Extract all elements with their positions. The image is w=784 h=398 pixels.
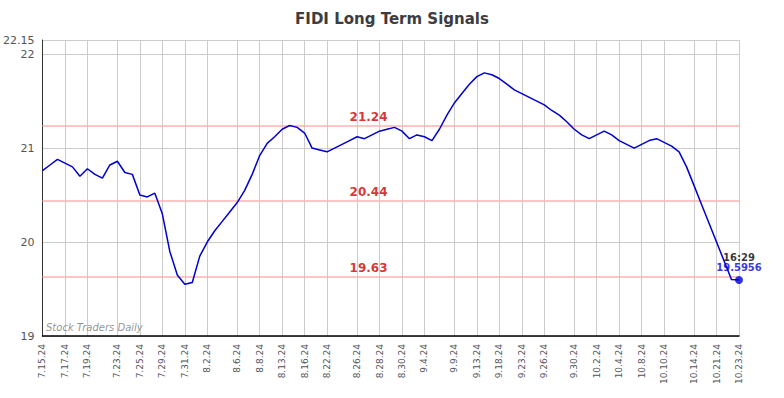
svg-text:Stock Traders Daily: Stock Traders Daily <box>46 322 144 333</box>
svg-text:22.15: 22.15 <box>3 34 35 47</box>
svg-text:7.25.24: 7.25.24 <box>135 344 145 379</box>
svg-text:10.21.24: 10.21.24 <box>712 344 722 384</box>
svg-text:21.24: 21.24 <box>350 110 388 124</box>
svg-text:9.13.24: 9.13.24 <box>472 344 482 379</box>
svg-text:9.9.24: 9.9.24 <box>449 344 459 373</box>
svg-text:7.23.24: 7.23.24 <box>112 344 122 379</box>
svg-text:7.29.24: 7.29.24 <box>157 344 167 379</box>
svg-text:9.23.24: 9.23.24 <box>517 344 527 379</box>
svg-text:8.6.24: 8.6.24 <box>232 344 242 373</box>
svg-text:19.63: 19.63 <box>350 261 388 275</box>
svg-text:9.4.24: 9.4.24 <box>419 344 429 373</box>
svg-text:7.15.24: 7.15.24 <box>37 344 47 379</box>
svg-text:22: 22 <box>20 48 34 61</box>
svg-text:10.4.24: 10.4.24 <box>614 344 624 379</box>
svg-text:7.31.24: 7.31.24 <box>180 344 190 379</box>
svg-text:10.14.24: 10.14.24 <box>689 344 699 384</box>
svg-text:8.8.24: 8.8.24 <box>255 344 265 373</box>
svg-text:9.18.24: 9.18.24 <box>494 344 504 379</box>
svg-text:10.10.24: 10.10.24 <box>659 344 669 384</box>
svg-text:7.19.24: 7.19.24 <box>82 344 92 379</box>
svg-text:8.16.24: 8.16.24 <box>300 344 310 379</box>
svg-text:9.26.24: 9.26.24 <box>539 344 549 379</box>
svg-text:8.2.24: 8.2.24 <box>202 344 212 373</box>
svg-text:20.44: 20.44 <box>350 185 388 199</box>
svg-text:9.30.24: 9.30.24 <box>569 344 579 379</box>
svg-text:8.13.24: 8.13.24 <box>277 344 287 379</box>
svg-text:10.2.24: 10.2.24 <box>592 344 602 379</box>
svg-text:8.26.24: 8.26.24 <box>352 344 362 379</box>
svg-text:7.17.24: 7.17.24 <box>60 344 70 379</box>
svg-text:10.8.24: 10.8.24 <box>637 344 647 379</box>
svg-text:FIDI Long Term Signals: FIDI Long Term Signals <box>295 10 489 28</box>
svg-text:10.23.24: 10.23.24 <box>734 344 744 384</box>
svg-text:16:29: 16:29 <box>723 251 755 263</box>
svg-text:8.22.24: 8.22.24 <box>322 344 332 379</box>
svg-text:21: 21 <box>20 142 34 155</box>
svg-text:8.28.24: 8.28.24 <box>375 344 385 379</box>
svg-text:19.5956: 19.5956 <box>716 262 762 273</box>
svg-text:8.30.24: 8.30.24 <box>397 344 407 379</box>
svg-text:20: 20 <box>20 236 34 249</box>
svg-text:19: 19 <box>20 330 34 343</box>
